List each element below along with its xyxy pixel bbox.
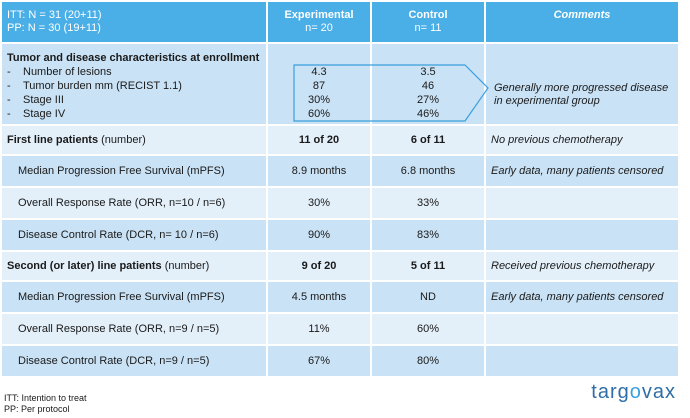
row-experimental: 30% xyxy=(268,188,370,218)
pp-count: PP: N = 30 (19+11) xyxy=(7,22,101,34)
control-burden: 46 xyxy=(421,80,435,92)
comments-title: Comments xyxy=(553,9,611,21)
table-row: Median Progression Free Survival (mPFS) … xyxy=(2,282,678,312)
enrollment-title: Tumor and disease characteristics at enr… xyxy=(7,52,260,64)
control-stage4: 46% xyxy=(416,108,440,120)
row-comment: Early data, many patients censored xyxy=(486,156,678,186)
control-stage3: 27% xyxy=(416,94,440,106)
row-control: 33% xyxy=(372,188,484,218)
second-line-comment: Received previous chemotherapy xyxy=(486,252,678,280)
table-row: Overall Response Rate (ORR, n=9 / n=5) 1… xyxy=(2,314,678,344)
row-comment xyxy=(486,314,678,344)
control-lesions: 3.5 xyxy=(420,66,436,78)
footnote-itt: ITT: Intention to treat xyxy=(4,393,87,403)
second-line-suffix: (number) xyxy=(164,259,210,272)
first-line-comment: No previous chemotherapy xyxy=(486,126,678,154)
enrollment-experimental-cell: 4.3 87 30% 60% xyxy=(268,44,370,124)
table-row: Disease Control Rate (DCR, n= 10 / n=6) … xyxy=(2,220,678,250)
first-line-suffix: (number) xyxy=(101,133,146,146)
row-experimental: 67% xyxy=(268,346,370,376)
experimental-n: n= 20 xyxy=(305,22,333,34)
control-n: n= 11 xyxy=(414,22,442,34)
enrollment-comment-cell: Generally more progressed disease in exp… xyxy=(486,44,678,124)
header-control-cell: Control n= 11 xyxy=(372,2,484,42)
row-control: 83% xyxy=(372,220,484,250)
list-item: - Stage IV xyxy=(7,108,66,120)
row-comment: Early data, many patients censored xyxy=(486,282,678,312)
row-label: Disease Control Rate (DCR, n=9 / n=5) xyxy=(2,346,266,376)
row-label: Median Progression Free Survival (mPFS) xyxy=(2,156,266,186)
itt-count: ITT: N = 31 (20+11) xyxy=(7,9,102,21)
header-experimental-cell: Experimental n= 20 xyxy=(268,2,370,42)
list-item: - Tumor burden mm (RECIST 1.1) xyxy=(7,80,182,92)
row-experimental: 11% xyxy=(268,314,370,344)
enrollment-label-cell: Tumor and disease characteristics at enr… xyxy=(2,44,266,124)
footnote-pp: PP: Per protocol xyxy=(4,404,70,414)
row-control: 6.8 months xyxy=(372,156,484,186)
first-line-control: 6 of 11 xyxy=(372,126,484,154)
row-control: 60% xyxy=(372,314,484,344)
second-line-label: Second (or later) line patients xyxy=(7,259,162,272)
control-title: Control xyxy=(408,9,448,21)
second-line-row: Second (or later) line patients (number)… xyxy=(2,252,678,280)
first-line-label-cell: First line patients (number) xyxy=(2,126,266,154)
row-label: Overall Response Rate (ORR, n=10 / n=6) xyxy=(2,188,266,218)
enrollment-comment: Generally more progressed disease in exp… xyxy=(494,82,669,107)
table-row: Disease Control Rate (DCR, n=9 / n=5) 67… xyxy=(2,346,678,376)
second-line-control: 5 of 11 xyxy=(372,252,484,280)
table-header: ITT: N = 31 (20+11) PP: N = 30 (19+11) E… xyxy=(2,2,678,42)
row-experimental: 8.9 months xyxy=(268,156,370,186)
second-line-label-cell: Second (or later) line patients (number) xyxy=(2,252,266,280)
header-population-cell: ITT: N = 31 (20+11) PP: N = 30 (19+11) xyxy=(2,2,266,42)
list-item: - Number of lesions xyxy=(7,66,112,78)
row-comment xyxy=(486,188,678,218)
targovax-logo: targovax xyxy=(591,381,676,403)
list-item: - Stage III xyxy=(7,94,64,106)
row-comment xyxy=(486,346,678,376)
table-row: Median Progression Free Survival (mPFS) … xyxy=(2,156,678,186)
row-label: Overall Response Rate (ORR, n=9 / n=5) xyxy=(2,314,266,344)
first-line-label: First line patients xyxy=(7,133,99,146)
table-row: Overall Response Rate (ORR, n=10 / n=6) … xyxy=(2,188,678,218)
enrollment-control-cell: 3.5 46 27% 46% xyxy=(372,44,484,124)
enrollment-row: Tumor and disease characteristics at enr… xyxy=(2,44,678,124)
row-experimental: 90% xyxy=(268,220,370,250)
row-control: ND xyxy=(372,282,484,312)
header-comments-cell: Comments xyxy=(486,2,678,42)
highlight-arrow-shape xyxy=(293,64,489,122)
row-label: Median Progression Free Survival (mPFS) xyxy=(2,282,266,312)
first-line-experimental: 11 of 20 xyxy=(268,126,370,154)
experimental-stage3: 30% xyxy=(307,94,331,106)
first-line-row: First line patients (number) 11 of 20 6 … xyxy=(2,126,678,154)
row-experimental: 4.5 months xyxy=(268,282,370,312)
experimental-burden: 87 xyxy=(312,80,326,92)
second-line-experimental: 9 of 20 xyxy=(268,252,370,280)
experimental-title: Experimental xyxy=(284,9,354,21)
experimental-stage4: 60% xyxy=(307,108,331,120)
row-control: 80% xyxy=(372,346,484,376)
row-comment xyxy=(486,220,678,250)
experimental-lesions: 4.3 xyxy=(311,66,327,78)
row-label: Disease Control Rate (DCR, n= 10 / n=6) xyxy=(2,220,266,250)
